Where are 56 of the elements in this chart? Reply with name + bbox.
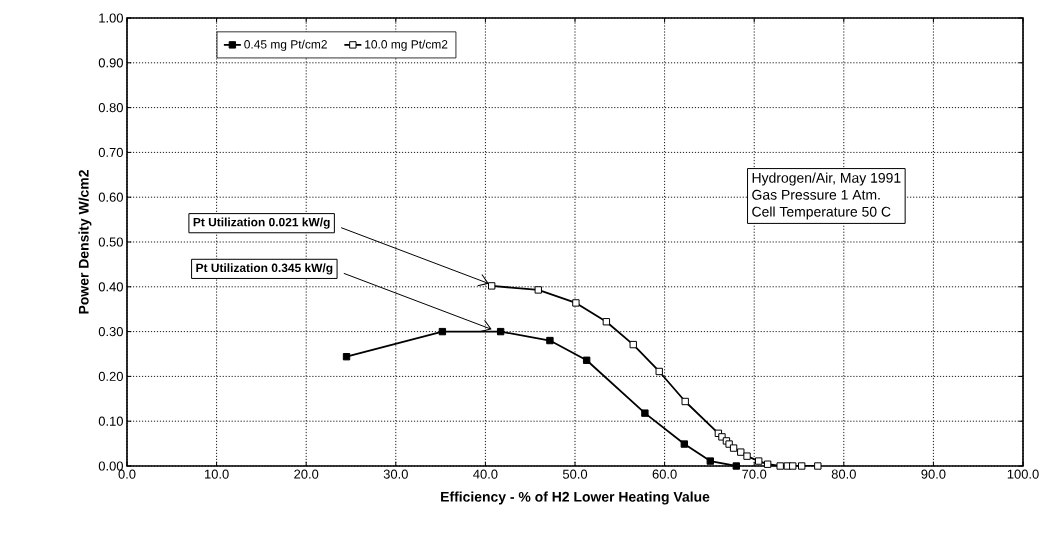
x-tick-label: 30.0 <box>383 469 408 479</box>
y-axis-title: Power Density W/cm2 <box>78 170 92 314</box>
point <box>534 286 542 294</box>
point <box>629 340 637 349</box>
point <box>582 356 591 364</box>
point <box>641 409 649 417</box>
y-tick-label: 0.40 <box>98 282 123 292</box>
x-tick-label: 90.0 <box>921 469 946 479</box>
y-tick-label: 0.20 <box>98 371 123 381</box>
x-tick-label: 40.0 <box>473 469 498 479</box>
point <box>602 318 611 326</box>
point <box>814 462 822 470</box>
point <box>487 282 496 290</box>
point <box>681 397 689 406</box>
y-tick-label: 0.30 <box>98 327 123 337</box>
point <box>789 462 797 470</box>
y-tick-label: 0.80 <box>98 103 123 113</box>
legend-label: 0.45 mg Pt/cm2 <box>244 39 327 51</box>
point <box>342 353 351 361</box>
point <box>798 462 806 470</box>
x-tick-label: 20.0 <box>294 469 319 479</box>
x-tick-label: 0.0 <box>118 469 136 479</box>
point <box>737 448 745 456</box>
point <box>743 452 751 460</box>
x-axis-title: Efficiency - % of H2 Lower Heating Value <box>441 491 710 505</box>
y-tick-label: 0.70 <box>98 147 123 157</box>
x-tick-label: 60.0 <box>652 469 677 479</box>
y-tick-label: 1.00 <box>99 13 123 23</box>
x-tick-label: 50.0 <box>562 469 588 479</box>
y-tick-label: 0.60 <box>98 192 123 202</box>
point <box>732 462 740 470</box>
point <box>655 367 663 376</box>
point <box>763 460 772 468</box>
point <box>572 299 580 307</box>
x-tick-label: 70.0 <box>742 469 767 479</box>
x-tick-label: 80.0 <box>831 469 856 479</box>
y-tick-label: 0.10 <box>98 416 123 426</box>
point <box>776 462 784 470</box>
point <box>438 327 447 336</box>
point <box>680 440 689 448</box>
point <box>729 444 738 452</box>
annotation: Hydrogen/Air, May 1991 <box>752 172 901 186</box>
annotation: Cell Temperature 50 C <box>752 206 891 220</box>
point <box>755 457 763 465</box>
point <box>706 457 714 465</box>
annotation: Gas Pressure 1 Atm. <box>752 189 880 200</box>
annotation: Pt Utilization 0.021 kW/g <box>193 217 330 229</box>
y-tick-label: 0.90 <box>98 58 123 68</box>
y-tick-label: 0.50 <box>98 237 123 247</box>
point <box>546 336 554 345</box>
y-tick-label: 0.00 <box>98 461 123 471</box>
annotation: Pt Utilization 0.345 kW/g <box>196 263 333 275</box>
x-tick-label: 100.0 <box>1007 469 1039 479</box>
legend-label: 10.0 mg Pt/cm2 <box>365 39 448 51</box>
point <box>496 327 505 336</box>
x-tick-label: 10.0 <box>204 469 229 479</box>
